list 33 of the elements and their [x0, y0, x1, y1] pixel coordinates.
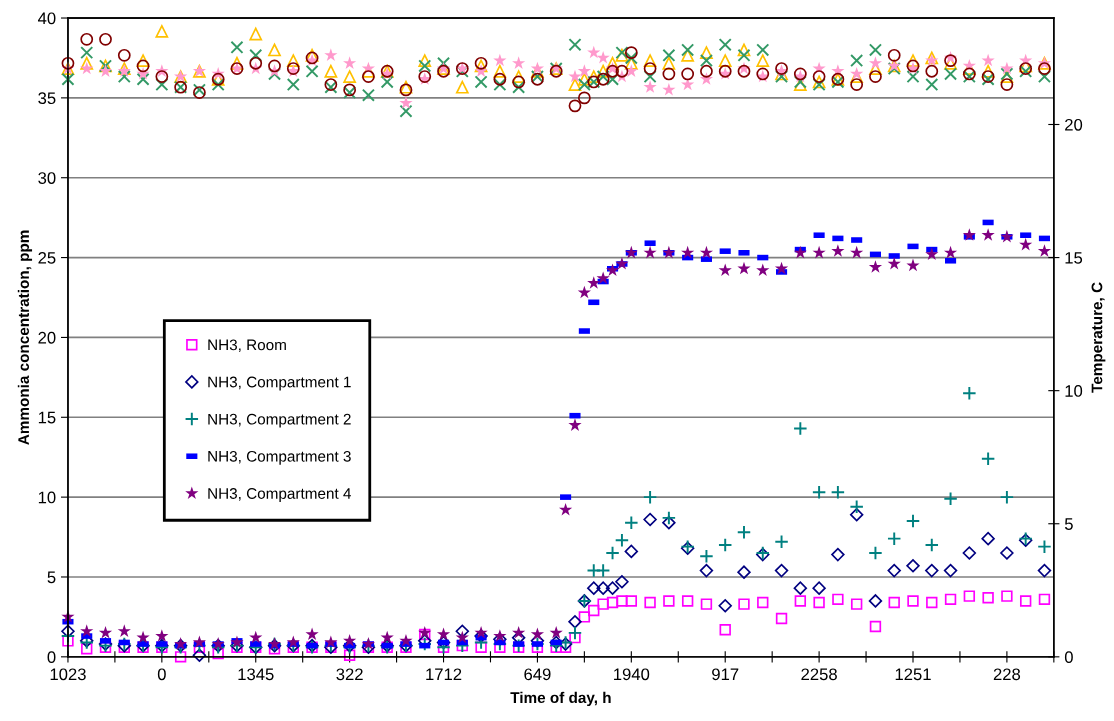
- y-tick-label: 30: [38, 172, 56, 184]
- legend-label: NH3, Room: [208, 339, 286, 353]
- x-tick-label: 0: [157, 668, 166, 681]
- x-tick-label: 2258: [801, 668, 837, 681]
- x-tick-label: 228: [993, 668, 1021, 681]
- y2-tick-label: 5: [1064, 518, 1073, 530]
- y-tick-label: 0: [47, 651, 56, 664]
- legend-label: NH3, Compartment 3: [208, 450, 351, 465]
- x-tick-label: 1251: [895, 668, 931, 681]
- y-tick-label: 40: [37, 12, 56, 25]
- y-tick-label: 25: [38, 251, 56, 264]
- x-tick-label: 1023: [50, 668, 86, 681]
- x-tick-label: 322: [336, 668, 363, 681]
- y2-tick-label: 0: [1064, 651, 1073, 664]
- y-tick-label: 10: [38, 491, 56, 504]
- legend-label: NH3, Compartment 4: [208, 488, 351, 502]
- y-tick-label: 5: [47, 571, 56, 584]
- y2-tick-label: 15: [1065, 252, 1083, 264]
- x-tick-label: 1712: [426, 668, 462, 681]
- x-axis-title: Time of day, h: [510, 691, 611, 707]
- y2-tick-label: 20: [1065, 118, 1083, 131]
- y-tick-label: 15: [38, 411, 56, 424]
- legend-label: NH3, Compartment 2: [208, 413, 351, 428]
- x-tick-label: 917: [712, 668, 739, 681]
- y-tick-label: 35: [38, 92, 56, 105]
- y-tick-label: 20: [38, 331, 56, 344]
- y-axis-title: Ammonia concentration, ppm: [17, 230, 33, 445]
- x-tick-label: 649: [524, 668, 551, 681]
- y2-axis-title: Temperature, C: [1091, 282, 1106, 393]
- legend-label: NH3, Compartment 1: [208, 376, 351, 391]
- y2-tick-label: 10: [1065, 385, 1083, 397]
- x-tick-label: 1345: [238, 668, 274, 681]
- x-tick-label: 1940: [614, 668, 650, 681]
